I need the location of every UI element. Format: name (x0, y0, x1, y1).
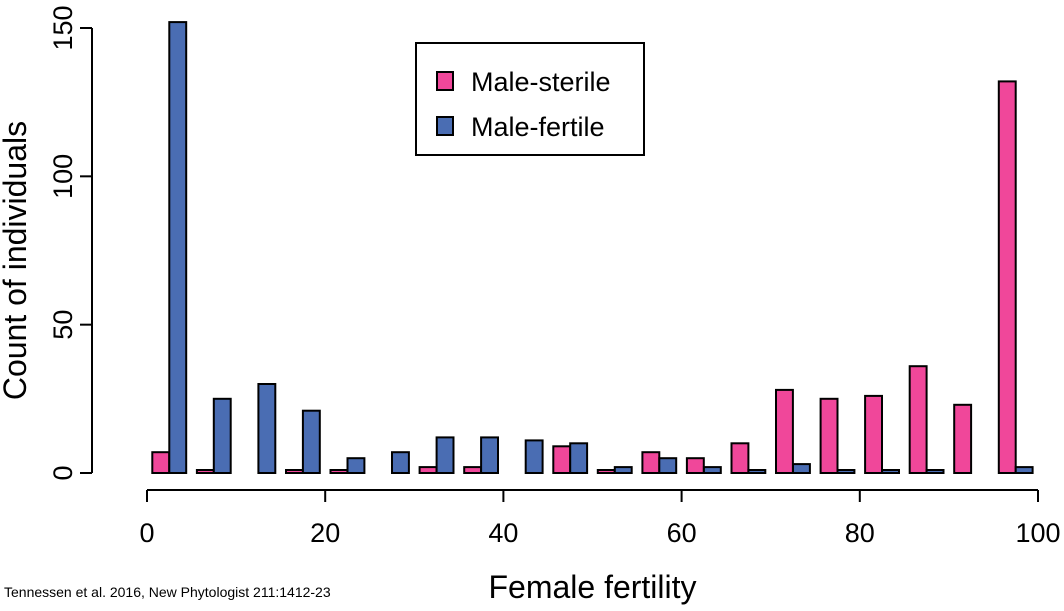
bar-male-fertile-45-50 (569, 442, 589, 474)
bar-male-sterile-50-55 (596, 469, 616, 474)
legend-label-male-sterile: Male-sterile (471, 67, 611, 97)
bar-male-fertile-40-45 (524, 439, 544, 474)
bar-male-fertile-60-65 (702, 466, 722, 475)
bar-male-sterile-75-80 (819, 397, 839, 474)
legend-swatch-male-fertile (436, 116, 454, 136)
bar-male-fertile-75-80 (836, 469, 856, 474)
bar-male-fertile-35-40 (480, 436, 500, 474)
y-tick-label-150: 150 (48, 5, 78, 50)
bar-male-fertile-10-15 (257, 383, 277, 474)
x-tick-label-60: 60 (667, 518, 697, 548)
bar-male-fertile-20-25 (346, 457, 366, 475)
bar-male-sterile-65-70 (730, 442, 750, 474)
bar-male-sterile-80-85 (864, 394, 883, 474)
x-tick-label-40: 40 (488, 518, 518, 548)
bar-male-fertile-25-30 (391, 451, 410, 475)
bar-male-sterile-70-75 (775, 388, 794, 474)
y-tick-label-50: 50 (48, 310, 78, 340)
bar-male-sterile-90-95 (953, 403, 973, 474)
legend-swatch-male-sterile (436, 71, 454, 91)
bar-male-fertile-65-70 (747, 469, 767, 474)
bar-male-fertile-30-35 (435, 436, 455, 474)
x-tick-label-20: 20 (310, 518, 340, 548)
bar-male-fertile-80-85 (881, 469, 900, 474)
bar-male-sterile-95-100 (997, 80, 1017, 475)
y-tick-label-100: 100 (48, 154, 78, 199)
bar-male-sterile-35-40 (463, 466, 483, 475)
bar-male-fertile-15-20 (301, 409, 321, 475)
bars-layer (151, 21, 1034, 475)
bar-male-fertile-5-10 (212, 397, 232, 474)
bar-male-fertile-95-100 (1014, 466, 1034, 475)
bar-male-fertile-85-90 (925, 469, 945, 474)
x-axis-label: Female fertility (488, 569, 696, 605)
y-tick-label-0: 0 (48, 465, 78, 480)
axes-layer: 0 20 40 60 80 100 Female fertility 0 50 100 150 Cou… (0, 5, 1061, 605)
legend-label-male-fertile: Male-fertile (471, 112, 605, 142)
bar-male-fertile-70-75 (792, 463, 811, 475)
bar-male-sterile-20-25 (329, 469, 349, 474)
bar-male-sterile-85-90 (908, 365, 928, 475)
x-tick-label-0: 0 (139, 518, 154, 548)
bar-male-sterile-0-5 (151, 451, 171, 475)
legend: Male-sterile Male-fertile (415, 42, 645, 156)
x-tick-label-100: 100 (1015, 518, 1060, 548)
citation: Tennessen et al. 2016, New Phytologist 2… (4, 584, 331, 600)
y-axis-label: Count of individuals (0, 121, 33, 400)
bar-male-sterile-60-65 (685, 457, 705, 475)
bar-male-sterile-30-35 (418, 466, 438, 475)
x-tick-label-80: 80 (845, 518, 875, 548)
bar-male-fertile-0-5 (168, 21, 188, 474)
bar-male-fertile-55-60 (658, 457, 678, 475)
legend-box (415, 42, 645, 156)
bar-male-sterile-5-10 (195, 469, 215, 474)
bar-male-sterile-15-20 (285, 469, 304, 474)
bar-male-fertile-50-55 (613, 466, 633, 475)
bar-male-sterile-55-60 (641, 451, 661, 475)
bar-male-sterile-45-50 (552, 445, 572, 474)
